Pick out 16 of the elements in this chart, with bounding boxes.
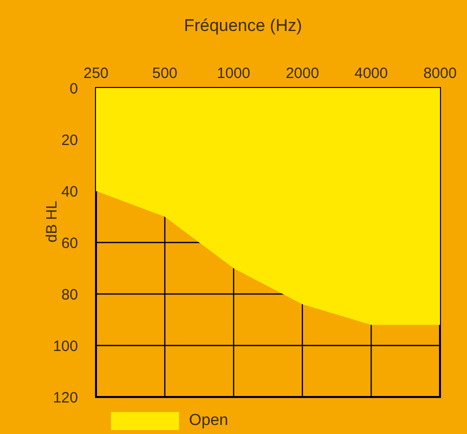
x-tick-label: 1000: [216, 65, 250, 82]
y-tick-label: 60: [61, 234, 78, 252]
x-tick-label: 2000: [286, 65, 320, 82]
y-tick-label: 100: [52, 338, 78, 355]
y-axis-title: dB HL: [43, 200, 60, 242]
legend-label: Open: [189, 412, 228, 430]
x-tick-label: 8000: [423, 65, 457, 82]
y-tick-label: 40: [61, 183, 78, 200]
x-tick-label: 500: [152, 65, 178, 82]
y-tick-label: 0: [70, 80, 78, 98]
y-tick-label: 120: [52, 389, 78, 406]
y-tick-label: 80: [61, 286, 78, 304]
x-tick-label: 250: [83, 65, 109, 82]
y-tick-label: 20: [61, 132, 78, 149]
x-tick-label: 4000: [354, 65, 388, 82]
x-axis-title: Fréquence (Hz): [182, 16, 304, 36]
